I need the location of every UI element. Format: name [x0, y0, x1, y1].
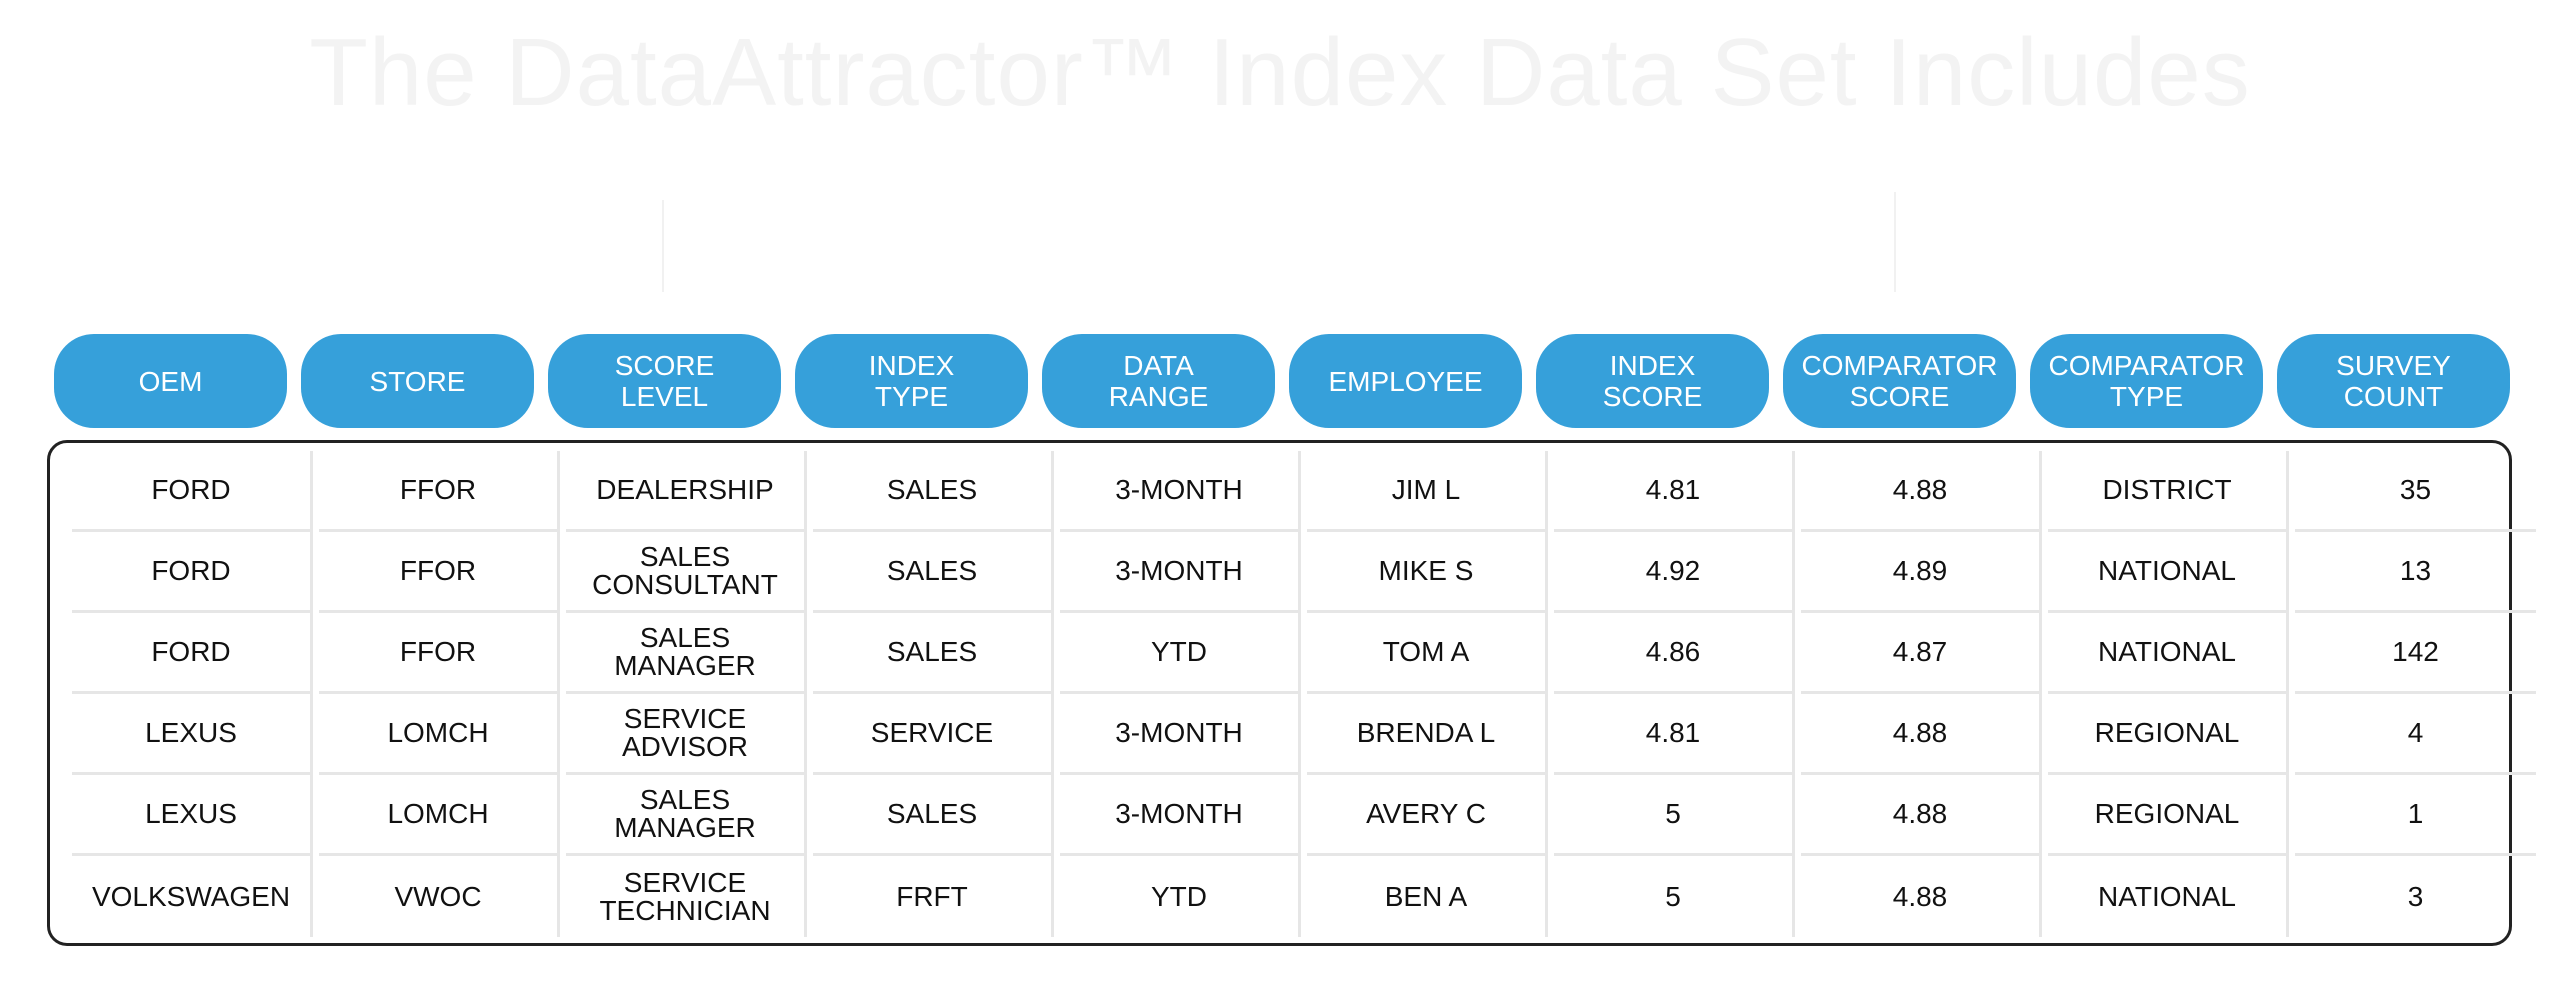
table-cell: FORD — [72, 613, 313, 694]
table-cell: NATIONAL — [2048, 856, 2289, 937]
table-cell: 4 — [2295, 694, 2536, 775]
table-cell: 4.88 — [1801, 856, 2042, 937]
page-title: The DataAttractor™ Index Data Set Includ… — [309, 19, 2251, 126]
table-cell: 4.89 — [1801, 532, 2042, 613]
column-header-pill: SURVEY COUNT — [2277, 334, 2510, 428]
table-cell: SALES MANAGER — [566, 613, 807, 694]
table-cell: SALES — [813, 451, 1054, 532]
column-header-pill: STORE — [301, 334, 534, 428]
table-grid: FORD FFOR DEALERSHIP SALES 3-MONTH JIM L 4.81 4… — [69, 451, 2539, 937]
table-cell: 13 — [2295, 532, 2536, 613]
table-cell: LEXUS — [72, 694, 313, 775]
table-cell: YTD — [1060, 856, 1301, 937]
table-cell: YTD — [1060, 613, 1301, 694]
table-cell: 4.88 — [1801, 694, 2042, 775]
table-cell: SALES MANAGER — [566, 775, 807, 856]
table-cell: BEN A — [1307, 856, 1548, 937]
table-cell: VWOC — [319, 856, 560, 937]
table-cell: DISTRICT — [2048, 451, 2289, 532]
table-cell: REGIONAL — [2048, 775, 2289, 856]
table-cell: REGIONAL — [2048, 694, 2289, 775]
table-cell: 3-MONTH — [1060, 532, 1301, 613]
table-cell: SALES — [813, 532, 1054, 613]
table-cell: JIM L — [1307, 451, 1548, 532]
table-cell: DEALERSHIP — [566, 451, 807, 532]
table-cell: SERVICE — [813, 694, 1054, 775]
table-cell: SERVICE TECHNICIAN — [566, 856, 807, 937]
table-cell: SALES — [813, 613, 1054, 694]
table-cell: FFOR — [319, 532, 560, 613]
table-cell: 4.81 — [1554, 451, 1795, 532]
table-cell: 4.92 — [1554, 532, 1795, 613]
table-cell: 4.88 — [1801, 451, 2042, 532]
table-cell: 4.86 — [1554, 613, 1795, 694]
table-cell: FRFT — [813, 856, 1054, 937]
table-cell: NATIONAL — [2048, 613, 2289, 694]
column-header-row: OEM STORE SCORE LEVEL INDEX TYPE DATA RANGE E… — [54, 334, 2510, 428]
table-cell: 3-MONTH — [1060, 694, 1301, 775]
table-cell: FFOR — [319, 613, 560, 694]
table-cell: 5 — [1554, 856, 1795, 937]
table-cell: 1 — [2295, 775, 2536, 856]
column-header-pill: OEM — [54, 334, 287, 428]
table-cell: NATIONAL — [2048, 532, 2289, 613]
table-cell: FFOR — [319, 451, 560, 532]
table-cell: 35 — [2295, 451, 2536, 532]
table-cell: BRENDA L — [1307, 694, 1548, 775]
column-header-pill: COMPARATOR TYPE — [2030, 334, 2263, 428]
table-cell: 3-MONTH — [1060, 775, 1301, 856]
table-cell: MIKE S — [1307, 532, 1548, 613]
column-header-pill: INDEX SCORE — [1536, 334, 1769, 428]
column-header-pill: EMPLOYEE — [1289, 334, 1522, 428]
table-cell: LOMCH — [319, 775, 560, 856]
table-cell: VOLKSWAGEN — [72, 856, 313, 937]
table-cell: 4.81 — [1554, 694, 1795, 775]
table-cell: LOMCH — [319, 694, 560, 775]
table-cell: FORD — [72, 451, 313, 532]
table-cell: 3 — [2407, 880, 2424, 912]
column-header-pill: SCORE LEVEL — [548, 334, 781, 428]
divider-line — [1894, 192, 1896, 292]
column-header-pill: DATA RANGE — [1042, 334, 1275, 428]
data-table: FORD FFOR DEALERSHIP SALES 3-MONTH JIM L 4.81 4… — [47, 440, 2536, 946]
divider-line — [662, 200, 664, 292]
table-cell: AVERY C — [1307, 775, 1548, 856]
table-cell: 5 — [1554, 775, 1795, 856]
table-cell: SALES — [813, 775, 1054, 856]
column-header-pill: INDEX TYPE — [795, 334, 1028, 428]
table-cell: SERVICE ADVISOR — [566, 694, 807, 775]
table-cell: 4.88 — [1801, 775, 2042, 856]
column-header-pill: COMPARATOR SCORE — [1783, 334, 2016, 428]
table-cell: 4.87 — [1801, 613, 2042, 694]
table-cell: FORD — [72, 532, 313, 613]
table-cell: TOM A — [1307, 613, 1548, 694]
table-cell: SALES CONSULTANT — [566, 532, 807, 613]
table-cell: LEXUS — [72, 775, 313, 856]
table-cell: 142 — [2295, 613, 2536, 694]
table-cell: 3-MONTH — [1060, 451, 1301, 532]
